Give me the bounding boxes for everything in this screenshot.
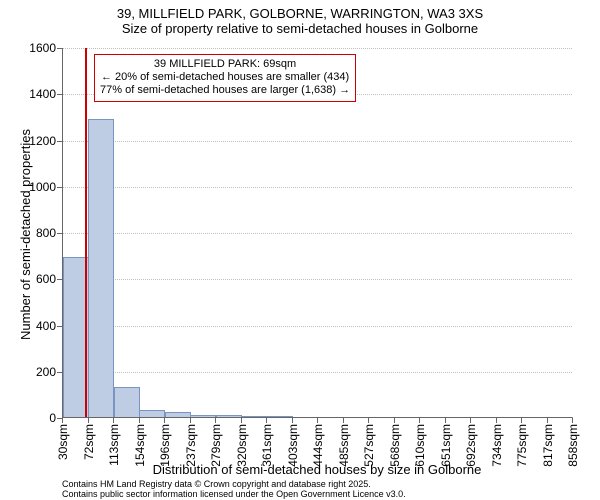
y-tick-label: 1200 [29,134,62,148]
x-tick-mark [572,418,573,423]
x-tick-label: 72sqm [80,424,96,460]
x-tick-mark [394,418,395,423]
x-tick-label: 651sqm [437,424,453,467]
grid-line [62,187,572,188]
x-tick-mark [368,418,369,423]
x-tick-label: 568sqm [386,424,402,467]
x-tick-label: 610sqm [411,424,427,467]
x-tick-label: 154sqm [131,424,147,467]
y-axis-line [62,48,63,418]
x-tick-label: 692sqm [462,424,478,467]
x-tick-label: 30sqm [54,424,70,460]
histogram-bar [114,387,140,418]
x-tick-label: 817sqm [539,424,555,467]
y-tick-label: 1000 [29,180,62,194]
x-tick-label: 113sqm [105,424,121,466]
y-tick-label: 0 [49,411,62,425]
annotation-line1: 39 MILLFIELD PARK: 69sqm [100,58,350,71]
x-tick-mark [343,418,344,423]
x-tick-mark [470,418,471,423]
chart-plot-area: 39 MILLFIELD PARK: 69sqm ← 20% of semi-d… [62,48,572,418]
x-tick-label: 527sqm [360,424,376,467]
grid-line [62,233,572,234]
footer: Contains HM Land Registry data © Crown c… [62,480,406,500]
footer-line2: Contains public sector information licen… [62,490,406,500]
x-tick-mark [317,418,318,423]
highlight-annotation: 39 MILLFIELD PARK: 69sqm ← 20% of semi-d… [94,54,356,102]
y-tick-label: 800 [36,226,62,240]
x-tick-mark [419,418,420,423]
x-tick-label: 320sqm [233,424,249,467]
x-tick-label: 279sqm [207,424,223,467]
x-tick-mark [496,418,497,423]
chart-title-block: 39, MILLFIELD PARK, GOLBORNE, WARRINGTON… [0,0,600,36]
y-tick-label: 1600 [29,41,62,55]
x-tick-label: 775sqm [513,424,529,467]
x-tick-label: 403sqm [284,424,300,467]
x-tick-mark [547,418,548,423]
chart-title-line2: Size of property relative to semi-detach… [0,21,600,36]
x-axis-label: Distribution of semi-detached houses by … [62,462,572,477]
grid-line [62,279,572,280]
y-tick-label: 400 [36,319,62,333]
x-tick-mark [292,418,293,423]
y-tick-label: 600 [36,272,62,286]
chart-title-line1: 39, MILLFIELD PARK, GOLBORNE, WARRINGTON… [0,6,600,21]
x-tick-mark [215,418,216,423]
annotation-line3: 77% of semi-detached houses are larger (… [100,84,350,97]
x-tick-label: 196sqm [156,424,172,467]
x-tick-mark [113,418,114,423]
x-tick-mark [445,418,446,423]
chart-container: 39, MILLFIELD PARK, GOLBORNE, WARRINGTON… [0,0,600,500]
y-tick-label: 200 [36,365,62,379]
x-tick-label: 858sqm [564,424,580,467]
annotation-line2: ← 20% of semi-detached houses are smalle… [100,71,350,84]
y-axis-label: Number of semi-detached properties [18,129,33,340]
x-tick-mark [521,418,522,423]
x-tick-label: 444sqm [309,424,325,467]
highlight-line [85,48,87,418]
x-tick-label: 485sqm [335,424,351,467]
x-tick-label: 237sqm [182,424,198,467]
x-tick-mark [190,418,191,423]
grid-line [62,141,572,142]
x-tick-mark [266,418,267,423]
x-tick-mark [139,418,140,423]
x-tick-mark [241,418,242,423]
x-tick-mark [62,418,63,423]
x-tick-mark [164,418,165,423]
grid-line [62,326,572,327]
grid-line [62,372,572,373]
x-tick-label: 734sqm [488,424,504,467]
histogram-bar [88,119,114,418]
x-axis-line [62,417,572,418]
x-tick-mark [88,418,89,423]
y-tick-label: 1400 [29,87,62,101]
grid-line [62,48,572,49]
x-tick-label: 361sqm [258,424,274,467]
